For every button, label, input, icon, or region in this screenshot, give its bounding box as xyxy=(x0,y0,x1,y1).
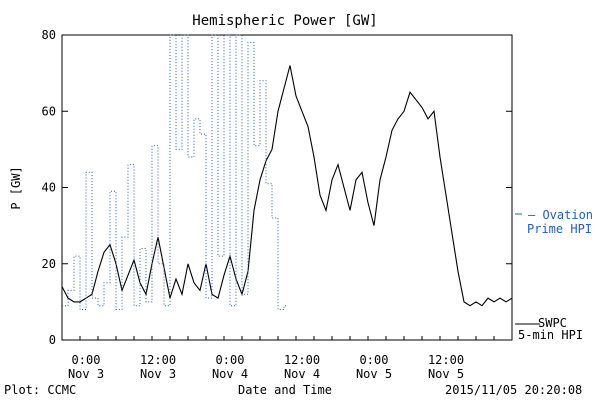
y-axis-label: P [GW] xyxy=(9,166,23,209)
x-tick-label-time: 12:00 xyxy=(140,353,176,367)
x-tick-label-time: 0:00 xyxy=(216,353,245,367)
legend: – Ovation Prime HPI SWPC 5-min HPI xyxy=(515,208,593,342)
footer-plot-credit: Plot: CCMC xyxy=(4,383,76,397)
series-line-swpc xyxy=(61,65,513,307)
x-tick-label-date: Nov 4 xyxy=(284,367,320,381)
x-axis-label: Date and Time xyxy=(238,383,332,397)
x-tick-label-date: Nov 4 xyxy=(212,367,248,381)
chart-title: Hemispheric Power [GW] xyxy=(192,13,377,29)
x-tick-label-time: 0:00 xyxy=(72,353,101,367)
axis-ticks xyxy=(61,34,513,341)
y-tick-label: 80 xyxy=(42,28,56,42)
x-tick-label-time: 0:00 xyxy=(360,353,389,367)
x-tick-label-date: Nov 3 xyxy=(68,367,104,381)
x-tick-label-date: Nov 5 xyxy=(428,367,464,381)
footer-timestamp: 2015/11/05 20:20:08 xyxy=(445,383,582,397)
y-tick-label: 40 xyxy=(42,181,56,195)
x-tick-label-time: 12:00 xyxy=(284,353,320,367)
x-tick-label-date: Nov 3 xyxy=(140,367,176,381)
y-tick-label: 20 xyxy=(42,257,56,271)
series-line-ovation-prime xyxy=(62,34,288,310)
legend-ovation-line2: Prime HPI xyxy=(527,222,592,236)
series-layer xyxy=(61,34,513,310)
x-tick-label-time: 12:00 xyxy=(428,353,464,367)
x-tick-label-date: Nov 5 xyxy=(356,367,392,381)
y-tick-label: 0 xyxy=(49,333,56,347)
legend-swpc-line2: 5-min HPI xyxy=(518,328,583,342)
y-tick-labels: 0 20 40 60 80 xyxy=(42,28,56,347)
legend-swpc-line1: SWPC xyxy=(538,316,567,330)
legend-ovation-line1: – Ovation xyxy=(528,208,593,222)
y-tick-label: 60 xyxy=(42,104,56,118)
